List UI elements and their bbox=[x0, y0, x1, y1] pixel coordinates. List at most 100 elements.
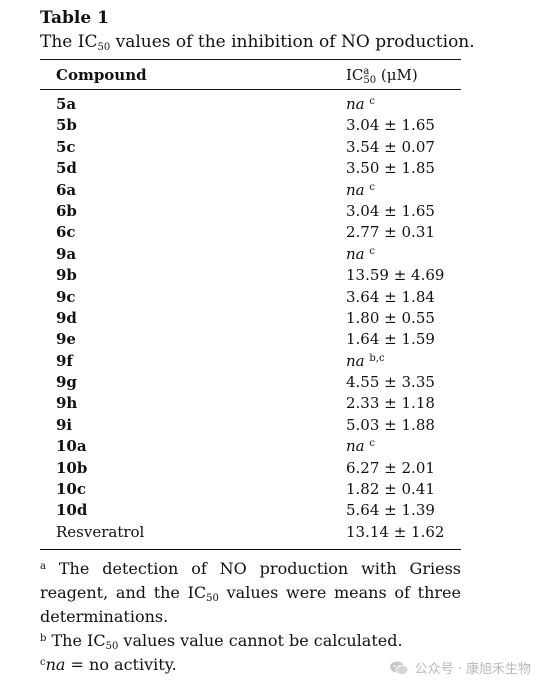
value-cell: 2.33 ± 1.18 bbox=[346, 393, 435, 414]
compound-cell: 9b bbox=[56, 266, 77, 285]
compound-cell: 5c bbox=[56, 137, 76, 156]
compound-cell: 5a bbox=[56, 95, 77, 113]
value-text: 3.64 ± 1.84 bbox=[346, 287, 435, 306]
value-cell: 3.50 ± 1.85 bbox=[346, 158, 435, 179]
header-compound: Compound bbox=[56, 66, 147, 84]
value-cell: na c bbox=[346, 436, 375, 457]
value-cell: 13.14 ± 1.62 bbox=[346, 522, 444, 543]
value-text: 4.55 ± 3.35 bbox=[346, 373, 435, 392]
note-a-pre: The detection of NO production with Grie… bbox=[40, 559, 461, 602]
value-footnote-mark: c bbox=[369, 438, 375, 450]
table-row: 10c 1.82 ± 0.41 bbox=[56, 479, 461, 500]
compound-cell: 9e bbox=[56, 330, 76, 349]
compound-cell: 10a bbox=[56, 437, 87, 456]
table-notes: a The detection of NO production with Gr… bbox=[40, 557, 461, 677]
note-b-mark: b bbox=[40, 633, 47, 644]
table-row: 10a na c bbox=[56, 436, 461, 457]
wechat-icon bbox=[389, 661, 408, 675]
header-value-post: (μM) bbox=[376, 66, 418, 84]
table-title: Table 1 bbox=[40, 8, 109, 28]
note-c-post: = no activity. bbox=[65, 655, 177, 674]
table-row: 10b 6.27 ± 2.01 bbox=[56, 458, 461, 479]
header-value-sup: a bbox=[363, 66, 370, 77]
note-a-sub: 50 bbox=[206, 593, 219, 604]
table-row: 9f na b,c bbox=[56, 351, 461, 372]
table-row: 9h 2.33 ± 1.18 bbox=[56, 393, 461, 414]
compound-cell: 10b bbox=[56, 458, 88, 477]
value-text: 5.64 ± 1.39 bbox=[346, 501, 435, 520]
note-c-mark: c bbox=[40, 657, 46, 668]
value-footnote-mark: c bbox=[369, 181, 375, 193]
value-cell: 3.04 ± 1.65 bbox=[346, 115, 435, 136]
table-row: 9a na c bbox=[56, 244, 461, 265]
value-text: 3.04 ± 1.65 bbox=[346, 201, 435, 220]
compound-cell: 9d bbox=[56, 308, 77, 327]
compound-cell: 6a bbox=[56, 180, 77, 199]
table-row: 9g 4.55 ± 3.35 bbox=[56, 372, 461, 393]
value-footnote-mark: c bbox=[369, 96, 375, 107]
table-row: 5b 3.04 ± 1.65 bbox=[56, 115, 461, 136]
value-text: 3.04 ± 1.65 bbox=[346, 116, 435, 135]
compound-cell: Resveratrol bbox=[56, 522, 145, 541]
note-b-pre: The IC bbox=[46, 631, 106, 650]
watermark-text: 公众号 · 康旭禾生物 bbox=[414, 662, 531, 677]
value-cell: 3.54 ± 0.07 bbox=[346, 137, 435, 158]
value-text: 3.54 ± 0.07 bbox=[346, 137, 435, 156]
value-cell: 13.59 ± 4.69 bbox=[346, 265, 444, 286]
header-value: ICa50 (μM) bbox=[346, 66, 418, 86]
table-row: Resveratrol 13.14 ± 1.62 bbox=[56, 522, 461, 543]
compound-cell: 6c bbox=[56, 223, 76, 242]
value-na: na bbox=[346, 180, 365, 199]
value-text: 1.80 ± 0.55 bbox=[346, 308, 435, 327]
note-b-sub: 50 bbox=[105, 641, 119, 652]
header-value-sub: 50 bbox=[363, 75, 377, 86]
note-b: b The IC50 values value cannot be calcul… bbox=[40, 629, 461, 653]
value-cell: na c bbox=[346, 244, 375, 265]
table-row: 9c 3.64 ± 1.84 bbox=[56, 287, 461, 308]
value-cell: na c bbox=[346, 94, 375, 115]
table-row: 9d 1.80 ± 0.55 bbox=[56, 308, 461, 329]
compound-cell: 9c bbox=[56, 287, 76, 306]
note-a: a The detection of NO production with Gr… bbox=[40, 557, 461, 629]
value-cell: 4.55 ± 3.35 bbox=[346, 372, 435, 393]
table-row: 6a na c bbox=[56, 180, 461, 201]
value-cell: 1.64 ± 1.59 bbox=[346, 329, 435, 350]
watermark: 公众号 · 康旭禾生物 bbox=[389, 658, 531, 677]
compound-cell: 9g bbox=[56, 373, 77, 392]
top-rule bbox=[40, 59, 461, 60]
table-body: 5a na c 5b 3.04 ± 1.65 5c 3.54 ± 0.07 5d 3.50 ±… bbox=[56, 94, 461, 543]
table-row: 9i 5.03 ± 1.88 bbox=[56, 415, 461, 436]
value-cell: 3.64 ± 1.84 bbox=[346, 287, 435, 308]
caption-pre: The IC bbox=[40, 32, 98, 52]
note-a-post: values were means of three determination… bbox=[40, 583, 461, 626]
value-cell: 1.80 ± 0.55 bbox=[346, 308, 435, 329]
compound-cell: 9i bbox=[56, 415, 73, 434]
value-footnote-mark: c bbox=[369, 245, 375, 257]
compound-cell: 10c bbox=[56, 480, 87, 499]
value-text: 5.03 ± 1.88 bbox=[346, 415, 435, 434]
note-c-na: na bbox=[45, 655, 66, 674]
table-row: 9e 1.64 ± 1.59 bbox=[56, 329, 461, 350]
value-na: na bbox=[346, 95, 365, 113]
value-text: 13.14 ± 1.62 bbox=[346, 522, 445, 541]
value-text: 6.27 ± 2.01 bbox=[346, 458, 435, 477]
value-cell: na b,c bbox=[346, 351, 385, 372]
value-text: 2.77 ± 0.31 bbox=[346, 223, 435, 242]
header-rule bbox=[40, 89, 461, 90]
value-na: na bbox=[346, 351, 365, 370]
compound-cell: 10d bbox=[56, 501, 88, 520]
value-text: 3.50 ± 1.85 bbox=[346, 159, 435, 178]
note-c: cna = no activity. bbox=[40, 653, 461, 677]
table-row: 5c 3.54 ± 0.07 bbox=[56, 137, 461, 158]
value-na: na bbox=[346, 244, 365, 263]
table-caption: The IC50 values of the inhibition of NO … bbox=[40, 32, 475, 53]
value-cell: na c bbox=[346, 180, 375, 201]
value-text: 1.82 ± 0.41 bbox=[346, 480, 435, 499]
compound-cell: 5d bbox=[56, 159, 77, 178]
caption-sub: 50 bbox=[97, 42, 111, 53]
caption-post: values of the inhibition of NO productio… bbox=[110, 32, 475, 52]
compound-cell: 6b bbox=[56, 201, 77, 220]
value-text: 13.59 ± 4.69 bbox=[346, 266, 445, 285]
value-text: 1.64 ± 1.59 bbox=[346, 330, 435, 349]
table-row: 10d 5.64 ± 1.39 bbox=[56, 500, 461, 521]
